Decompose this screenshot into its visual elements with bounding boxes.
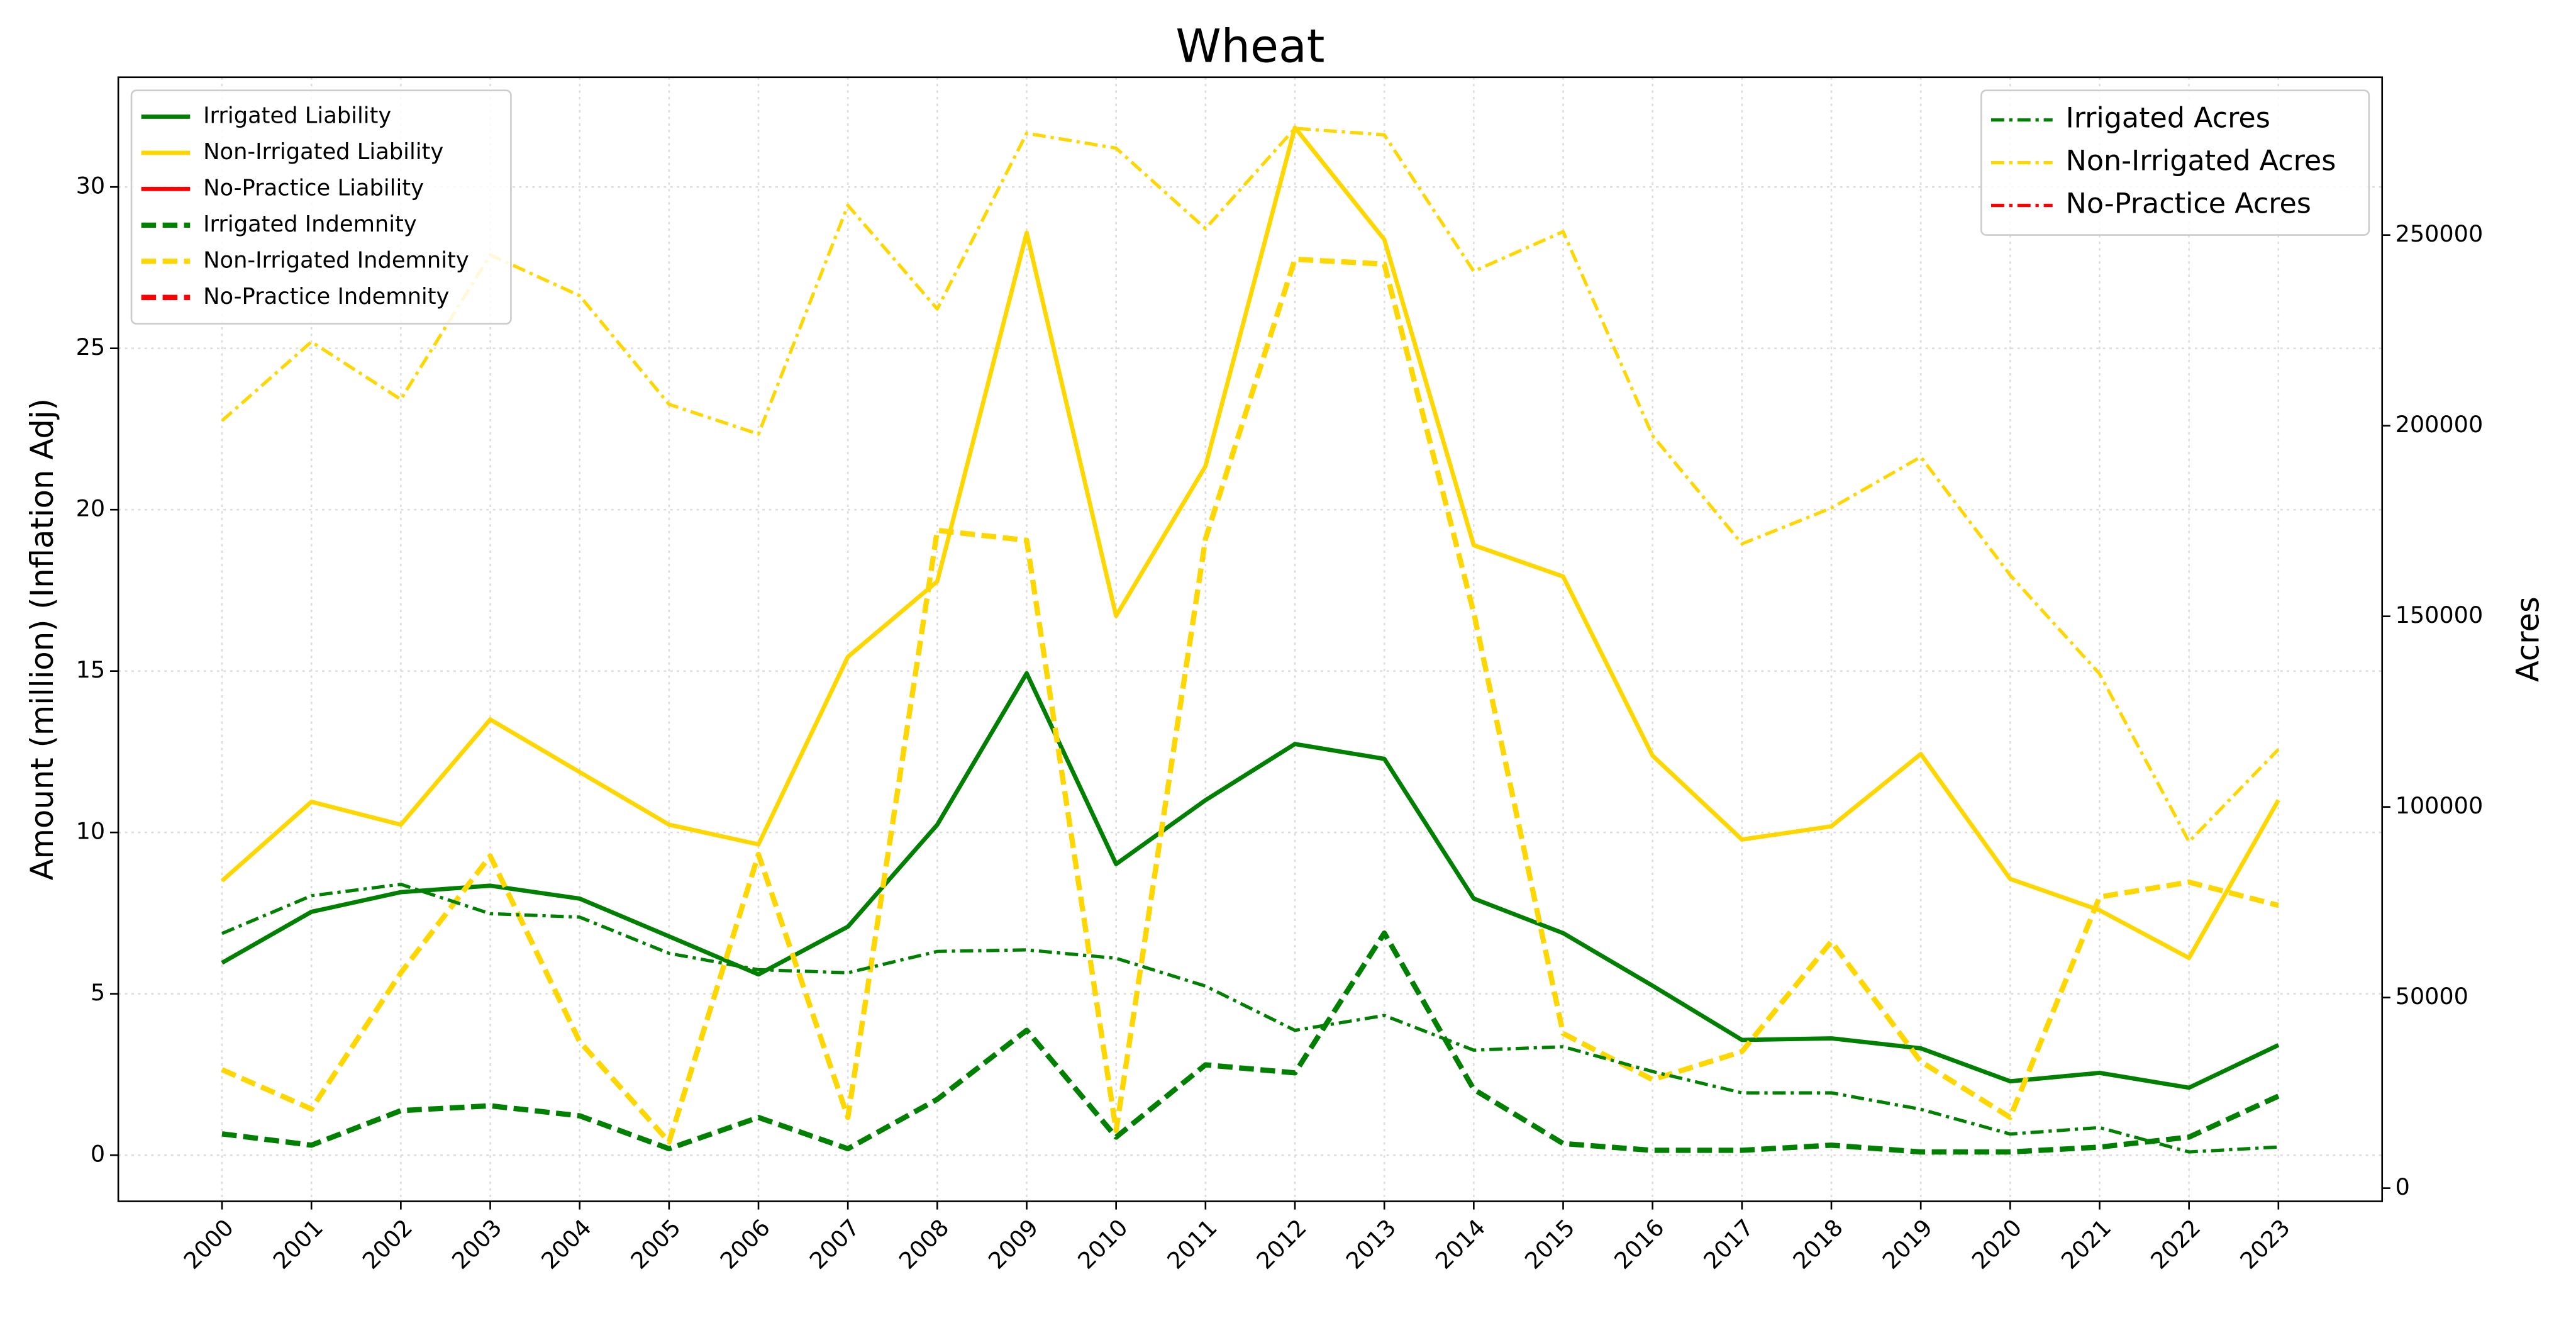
y-tick-label: 30 xyxy=(76,172,106,199)
y2-axis-label: Acres xyxy=(2509,596,2546,682)
y-tick-label: 10 xyxy=(76,818,106,845)
y2-tick-label: 150000 xyxy=(2396,601,2484,628)
y-tick-label: 15 xyxy=(76,656,106,683)
series-line xyxy=(221,671,2280,1090)
legend-label: Non-Irrigated Liability xyxy=(203,139,443,165)
legend-label: No-Practice Acres xyxy=(2066,188,2311,220)
legend-box xyxy=(1980,89,2370,236)
y2-tick-label: 200000 xyxy=(2396,411,2484,438)
y-tick-label: 20 xyxy=(76,495,106,522)
y-tick-label: 25 xyxy=(76,333,106,360)
legend-label: No-Practice Liability xyxy=(203,175,424,201)
series-line xyxy=(221,930,2280,1155)
series-line xyxy=(221,256,2279,1145)
series-line xyxy=(221,883,2279,1154)
y2-tick-label: 250000 xyxy=(2396,220,2484,247)
legend: Irrigated Acres Non-Irrigated Acres No-Pra… xyxy=(1980,89,2370,236)
series-line xyxy=(220,125,2280,961)
series-line xyxy=(221,126,2280,844)
legend: Irrigated Liability Non-Irrigated Liabili… xyxy=(130,89,512,325)
legend-label: Non-Irrigated Indemnity xyxy=(203,247,469,273)
legend-box xyxy=(130,89,512,325)
legend-label: Irrigated Indemnity xyxy=(203,211,417,237)
chart-title: Wheat xyxy=(1175,20,1324,73)
y-axis-label: Amount (million) (Inflation Adj) xyxy=(24,398,60,880)
y2-tick-label: 0 xyxy=(2396,1173,2410,1200)
y-tick-label: 5 xyxy=(91,979,105,1006)
legend-label: Irrigated Liability xyxy=(203,103,391,128)
legend-label: Non-Irrigated Acres xyxy=(2066,145,2336,177)
y2-tick-label: 50000 xyxy=(2396,983,2468,1010)
y-tick-label: 0 xyxy=(91,1141,105,1168)
legend-label: No-Practice Indemnity xyxy=(203,284,449,310)
legend-label: Irrigated Acres xyxy=(2066,103,2270,135)
plot-frame xyxy=(117,76,2384,1202)
y2-tick-label: 100000 xyxy=(2396,792,2484,819)
